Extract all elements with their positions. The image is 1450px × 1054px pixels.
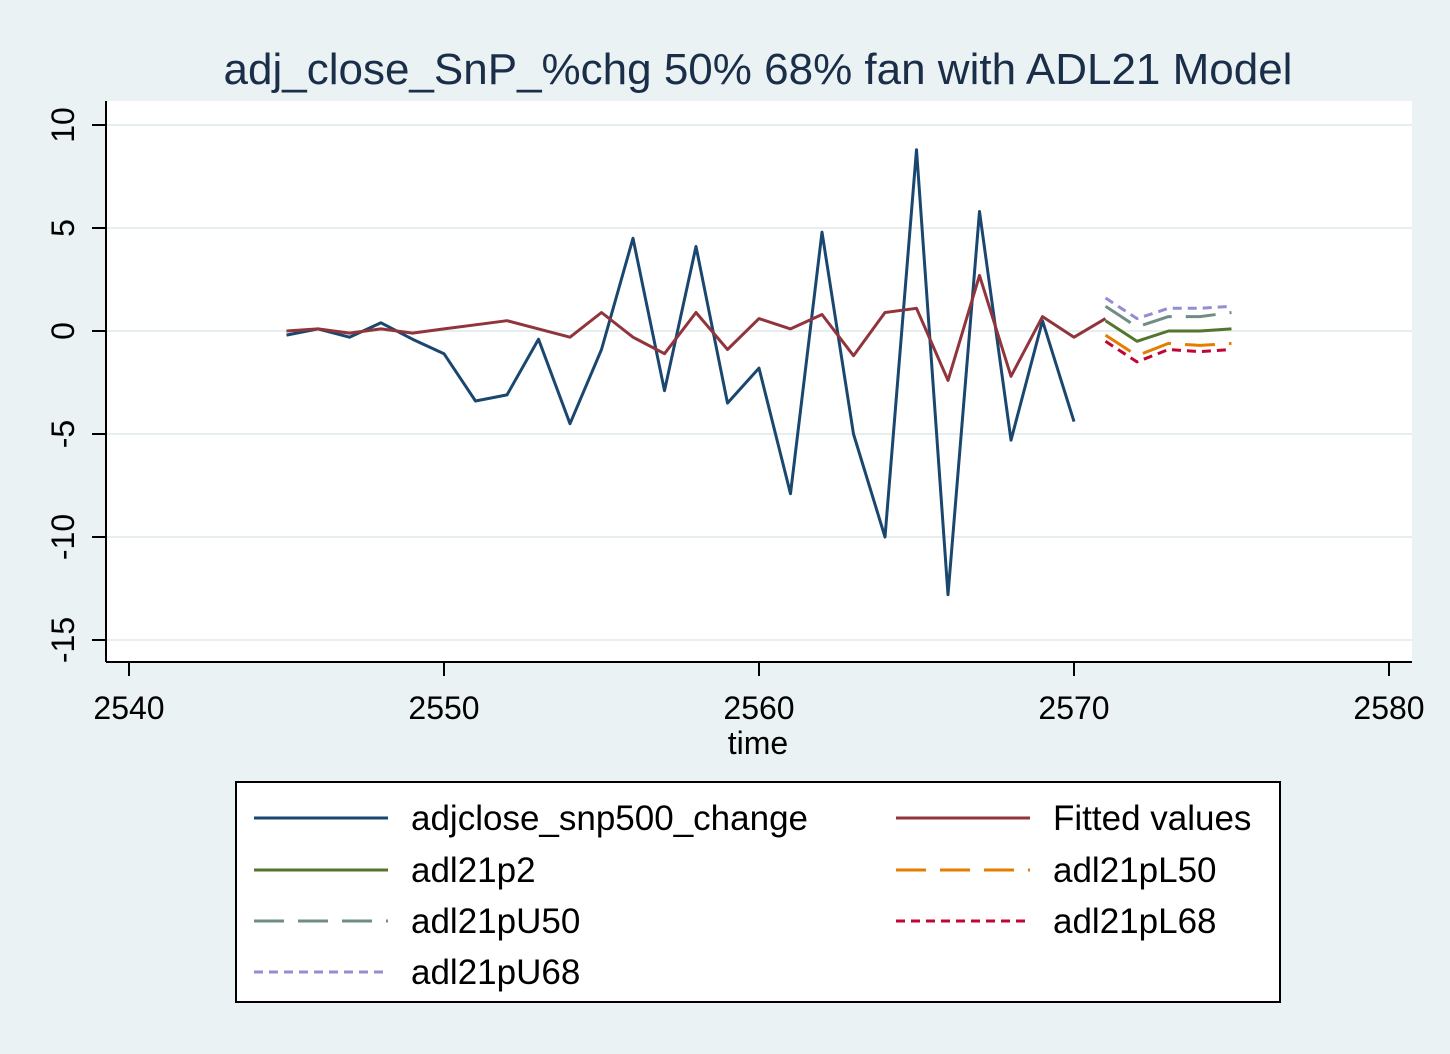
series-line-adl21pu68 — [1104, 296, 1232, 321]
y-tick-label: 10 — [45, 107, 81, 143]
legend-label: adl21pL50 — [1053, 851, 1217, 890]
legend: adjclose_snp500_change Fitted values adl21… — [235, 781, 1281, 1003]
plot-area — [106, 101, 1412, 662]
legend-label: adjclose_snp500_change — [411, 799, 808, 838]
legend-label: adl21pU68 — [411, 953, 580, 992]
y-tick-label: -5 — [45, 420, 81, 448]
x-tick-label: 2560 — [723, 690, 794, 726]
y-tick-label: 5 — [45, 219, 81, 237]
series-line-adl21pl50 — [1104, 333, 1232, 358]
chart-title: adj_close_SnP_%chg 50% 68% fan with ADL2… — [224, 45, 1293, 94]
x-tick-label: 2540 — [93, 690, 164, 726]
x-tick-label: 2550 — [408, 690, 479, 726]
series-line-adjclose-snp500-change — [286, 148, 1076, 597]
series-line-adl21p2 — [1104, 319, 1232, 343]
legend-box — [235, 781, 1281, 1003]
series-lines — [286, 148, 1232, 597]
x-tick-label: 2570 — [1038, 690, 1109, 726]
y-tick-label: -10 — [45, 514, 81, 560]
ticks: 10 5 0 -5 -10 -15 2540 2550 2560 2570 2580 — [45, 107, 1425, 726]
legend-label: adl21pU50 — [411, 902, 580, 941]
series-line-fitted-values — [286, 273, 1107, 382]
x-axis-title: time — [728, 725, 788, 761]
legend-label: adl21pL68 — [1053, 902, 1217, 941]
legend-label: Fitted values — [1053, 799, 1251, 838]
y-tick-label: -15 — [45, 617, 81, 663]
series-line-adl21pl68 — [1104, 340, 1232, 364]
y-tick-label: 0 — [45, 322, 81, 340]
x-tick-label: 2580 — [1353, 690, 1424, 726]
series-line-adl21pu50 — [1104, 305, 1232, 329]
legend-label: adl21p2 — [411, 851, 536, 890]
